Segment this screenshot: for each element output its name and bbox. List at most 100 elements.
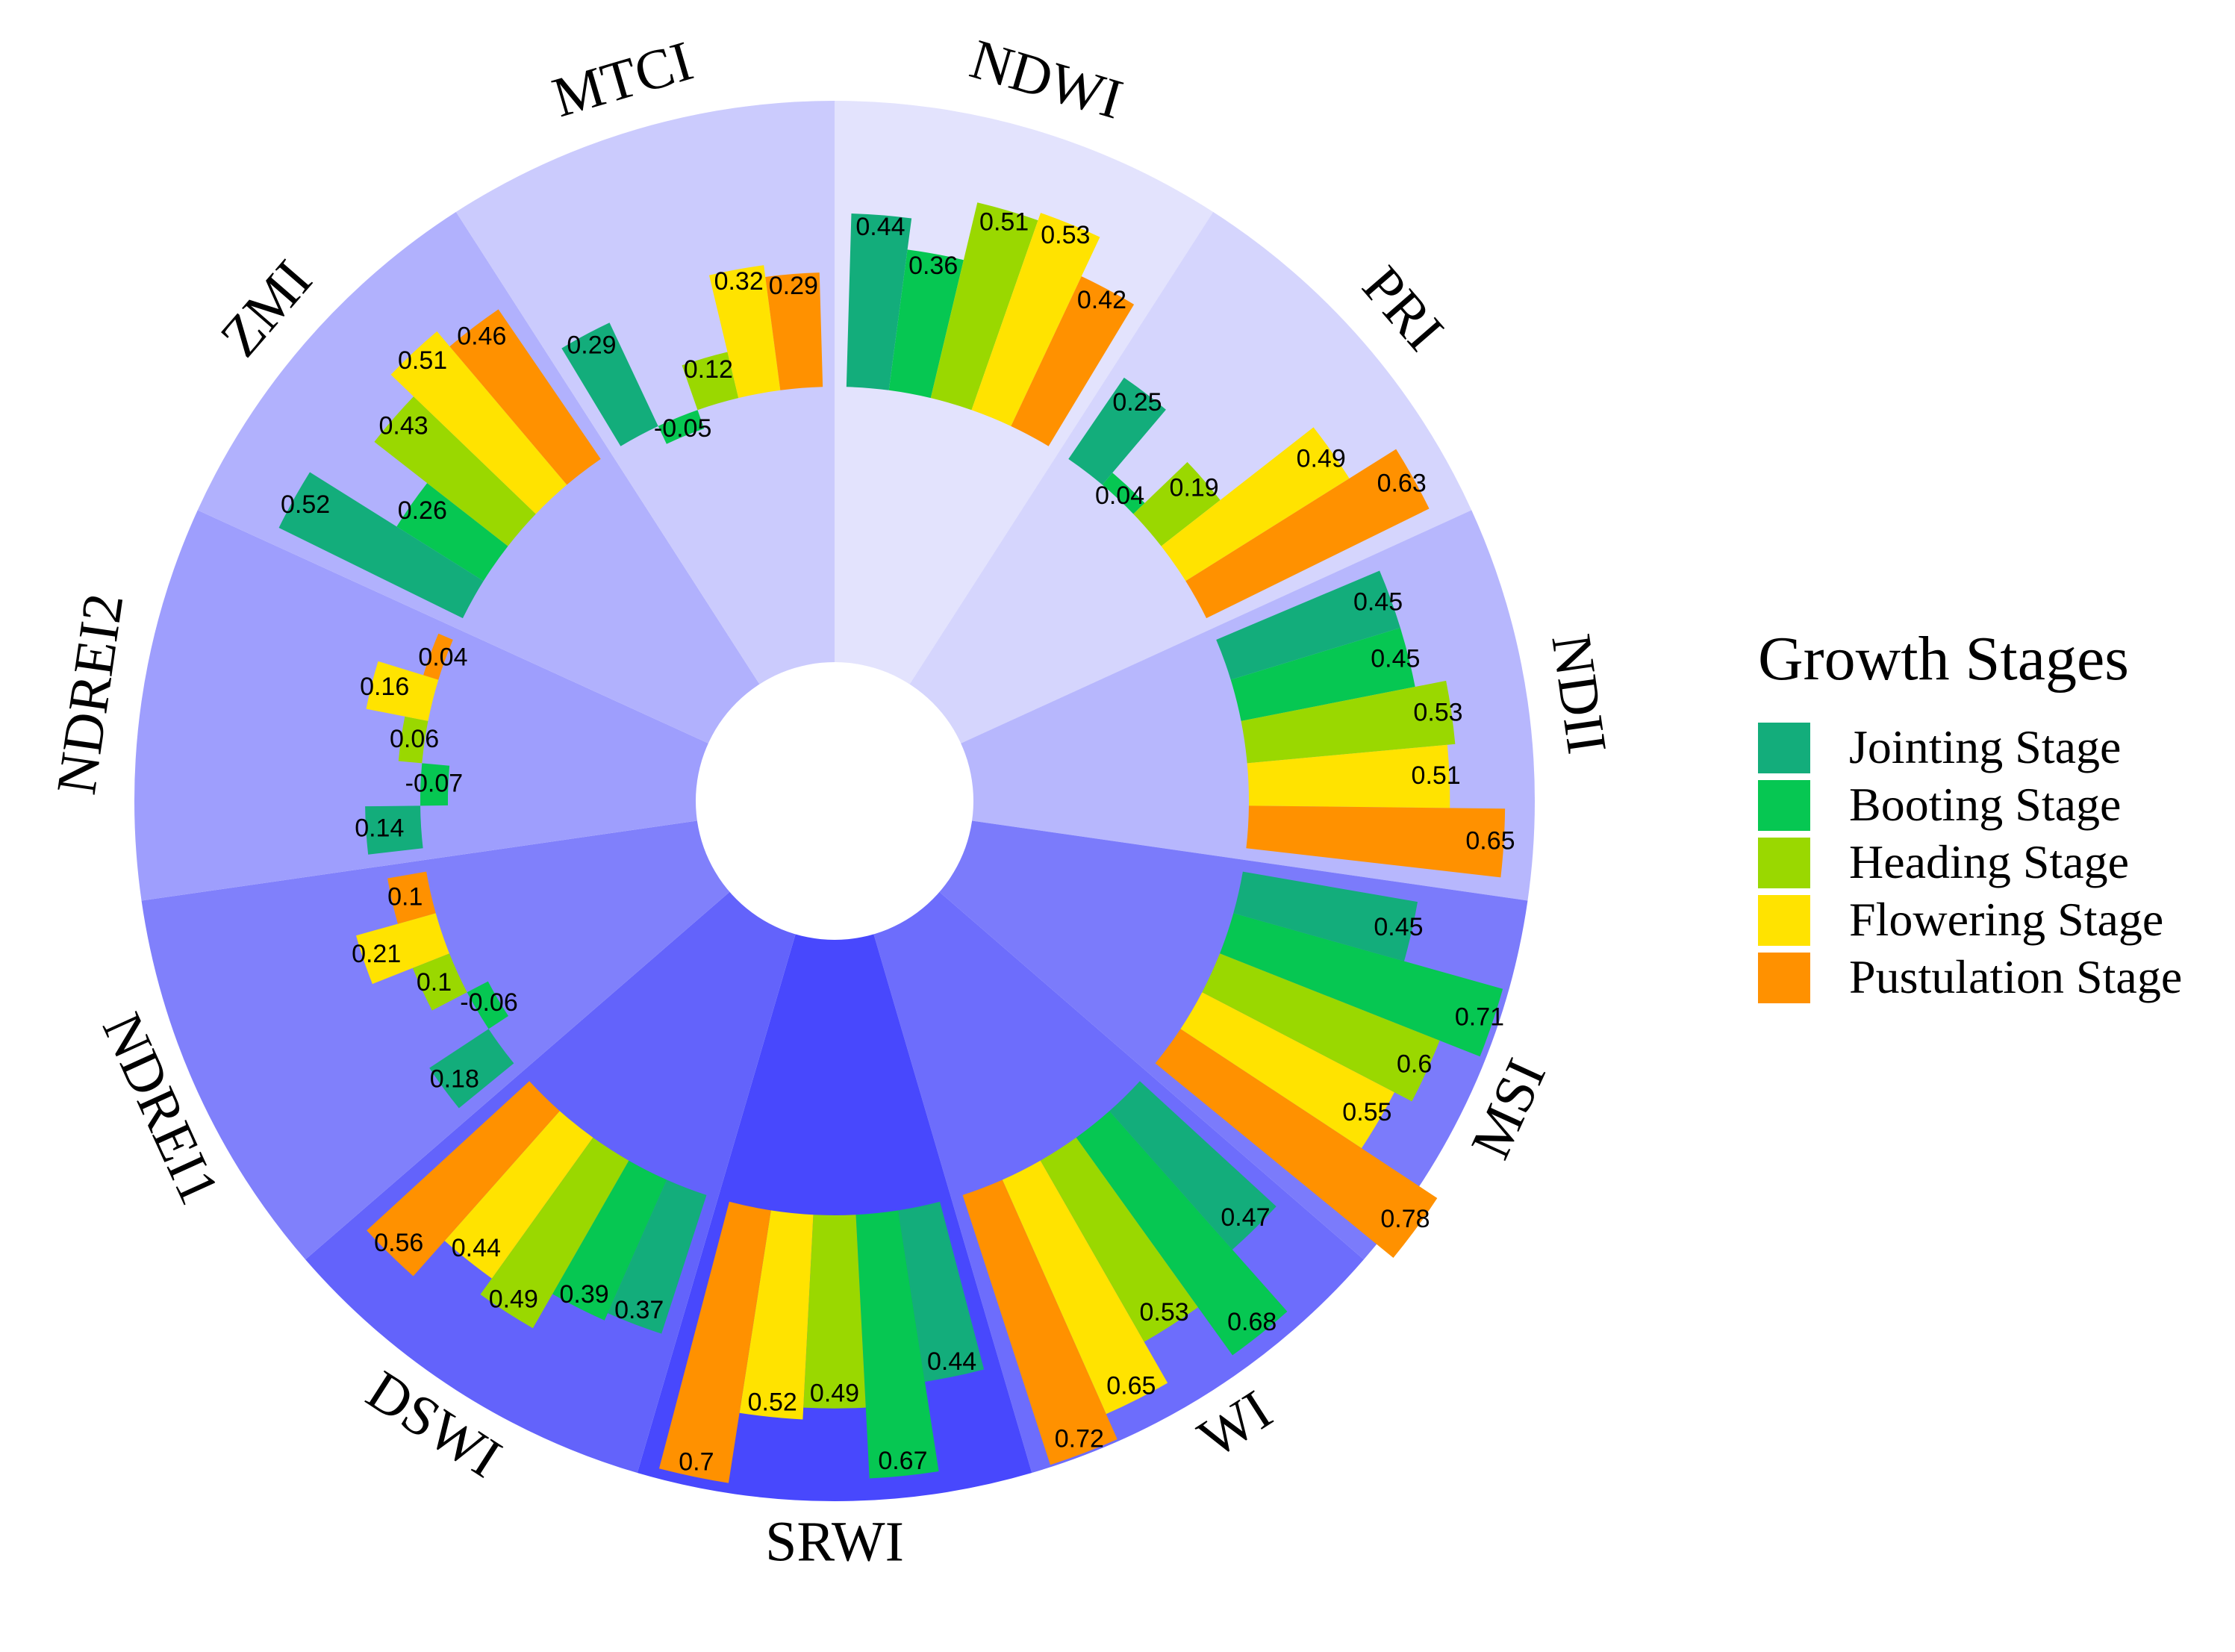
bar-pri-heading-stage	[1133, 461, 1221, 546]
bar-ndrei2-jointing-stage	[365, 805, 423, 855]
value-label-zmi-booting-stage: 0.26	[398, 496, 447, 525]
legend-label-heading-stage: Heading Stage	[1849, 835, 2129, 888]
bar-zmi-booting-stage	[396, 483, 508, 582]
value-label-msi-heading-stage: 0.6	[1397, 1050, 1432, 1079]
bar-ndrei2-pustulation-stage	[423, 633, 453, 680]
bar-ndii-jointing-stage	[1216, 570, 1400, 680]
bar-group	[278, 202, 1506, 1483]
bar-dswi-jointing-stage	[608, 1179, 707, 1334]
bar-pri-jointing-stage	[1068, 377, 1166, 485]
bar-msi-booting-stage	[1220, 913, 1503, 1057]
value-label-mtci-jointing-stage: 0.29	[567, 331, 616, 359]
value-label-srwi-booting-stage: 0.67	[878, 1447, 927, 1475]
bar-zmi-flowering-stage	[390, 331, 567, 514]
bar-ndrei1-booting-stage	[467, 981, 509, 1029]
value-label-ndrei2-flowering-stage: 0.16	[360, 673, 409, 701]
value-label-ndrei1-heading-stage: 0.1	[417, 968, 452, 997]
value-label-msi-booting-stage: 0.71	[1455, 1003, 1504, 1032]
value-label-srwi-flowering-stage: 0.52	[748, 1388, 797, 1416]
bar-zmi-jointing-stage	[278, 472, 484, 619]
value-label-srwi-jointing-stage: 0.44	[927, 1347, 976, 1376]
bar-mtci-booting-stage	[658, 410, 705, 444]
bar-msi-jointing-stage	[1233, 871, 1418, 961]
value-label-pri-flowering-stage: 0.49	[1297, 444, 1346, 473]
legend-label-jointing-stage: Jointing Stage	[1849, 720, 2121, 773]
value-label-pri-pustulation-stage: 0.63	[1377, 470, 1427, 498]
value-label-pri-jointing-stage: 0.25	[1112, 388, 1162, 417]
value-label-zmi-flowering-stage: 0.51	[398, 346, 447, 375]
legend-label-booting-stage: Booting Stage	[1849, 778, 2121, 831]
bar-msi-pustulation-stage	[1155, 1029, 1438, 1259]
value-label-dswi-heading-stage: 0.49	[489, 1285, 538, 1313]
value-label-ndii-flowering-stage: 0.51	[1412, 761, 1461, 790]
bar-ndrei2-flowering-stage	[366, 661, 439, 721]
bar-srwi-flowering-stage	[739, 1210, 814, 1420]
bar-ndwi-heading-stage	[930, 202, 1038, 411]
bar-wi-booting-stage	[1076, 1111, 1288, 1356]
value-label-ndrei1-jointing-stage: 0.18	[430, 1065, 479, 1093]
bar-ndrei1-pustulation-stage	[387, 871, 436, 924]
bar-srwi-pustulation-stage	[658, 1201, 771, 1483]
bar-ndwi-jointing-stage	[846, 213, 912, 390]
bar-wi-heading-stage	[1040, 1137, 1198, 1342]
category-label-ndwi: NDWI	[964, 28, 1129, 131]
legend-title: Growth Stages	[1758, 624, 2129, 693]
sector-ndrei2	[134, 510, 835, 901]
value-label-srwi-heading-stage: 0.49	[810, 1380, 859, 1408]
value-label-ndii-heading-stage: 0.53	[1413, 699, 1462, 727]
bar-srwi-booting-stage	[855, 1210, 939, 1479]
value-label-ndwi-heading-stage: 0.51	[979, 208, 1029, 236]
bar-mtci-pustulation-stage	[765, 272, 823, 390]
bar-mtci-jointing-stage	[561, 322, 658, 446]
value-label-wi-pustulation-stage: 0.72	[1055, 1425, 1104, 1453]
legend-swatch-pustulation-stage	[1758, 953, 1810, 1003]
value-label-ndwi-jointing-stage: 0.44	[855, 213, 905, 241]
bar-srwi-jointing-stage	[898, 1201, 985, 1382]
bar-zmi-heading-stage	[374, 396, 536, 546]
bar-zmi-pustulation-stage	[449, 309, 601, 485]
value-label-zmi-pustulation-stage: 0.46	[457, 322, 506, 351]
value-label-dswi-booting-stage: 0.39	[560, 1280, 609, 1309]
bar-mtci-flowering-stage	[709, 265, 781, 399]
bar-ndrei2-heading-stage	[398, 716, 428, 764]
value-label-ndrei1-booting-stage: -0.06	[460, 988, 518, 1017]
legend-swatch-jointing-stage	[1758, 723, 1810, 773]
bar-ndrei1-jointing-stage	[429, 1029, 514, 1109]
legend-swatch-flowering-stage	[1758, 895, 1810, 946]
category-label-mtci: MTCI	[546, 29, 699, 129]
bar-ndii-heading-stage	[1241, 680, 1456, 764]
legend-label-flowering-stage: Flowering Stage	[1849, 893, 2163, 946]
category-label-ndrei2: NDREI2	[45, 590, 136, 798]
value-label-msi-pustulation-stage: 0.78	[1380, 1205, 1430, 1233]
value-label-ndrei1-pustulation-stage: 0.1	[387, 882, 423, 911]
bar-ndrei1-flowering-stage	[355, 913, 449, 985]
value-label-ndii-pustulation-stage: 0.65	[1465, 826, 1515, 855]
bar-ndrei2-booting-stage	[420, 763, 450, 806]
value-label-wi-booting-stage: 0.68	[1227, 1308, 1277, 1336]
bar-pri-booting-stage	[1102, 473, 1145, 514]
bar-ndii-booting-stage	[1230, 628, 1415, 721]
value-label-dswi-flowering-stage: 0.44	[452, 1234, 501, 1262]
value-label-msi-jointing-stage: 0.45	[1374, 913, 1423, 941]
bar-dswi-booting-stage	[552, 1160, 667, 1321]
value-label-ndii-jointing-stage: 0.45	[1353, 588, 1403, 617]
value-labels: 0.440.360.51 0.530.420.250.04 0.190.490.63…	[281, 208, 1515, 1476]
bar-mtci-heading-stage	[682, 352, 739, 411]
bar-srwi-heading-stage	[803, 1215, 866, 1409]
legend-label-pustulation-stage: Pustulation Stage	[1849, 950, 2182, 1003]
value-label-ndrei2-pustulation-stage: 0.04	[418, 643, 467, 671]
legend-swatch-booting-stage	[1758, 780, 1810, 831]
value-label-ndwi-booting-stage: 0.36	[908, 252, 958, 280]
value-label-ndrei1-flowering-stage: 0.21	[352, 940, 401, 968]
bar-pri-flowering-stage	[1161, 427, 1350, 582]
value-label-ndwi-flowering-stage: 0.53	[1041, 221, 1090, 249]
value-label-ndrei2-heading-stage: 0.06	[390, 725, 439, 753]
value-label-msi-flowering-stage: 0.55	[1342, 1098, 1391, 1126]
value-label-pri-booting-stage: 0.04	[1095, 481, 1144, 510]
bar-ndwi-booting-stage	[888, 249, 964, 399]
value-label-wi-jointing-stage: 0.47	[1221, 1203, 1270, 1232]
bar-dswi-pustulation-stage	[367, 1081, 560, 1277]
value-label-ndwi-pustulation-stage: 0.42	[1077, 286, 1126, 314]
bar-ndwi-pustulation-stage	[1011, 276, 1135, 446]
